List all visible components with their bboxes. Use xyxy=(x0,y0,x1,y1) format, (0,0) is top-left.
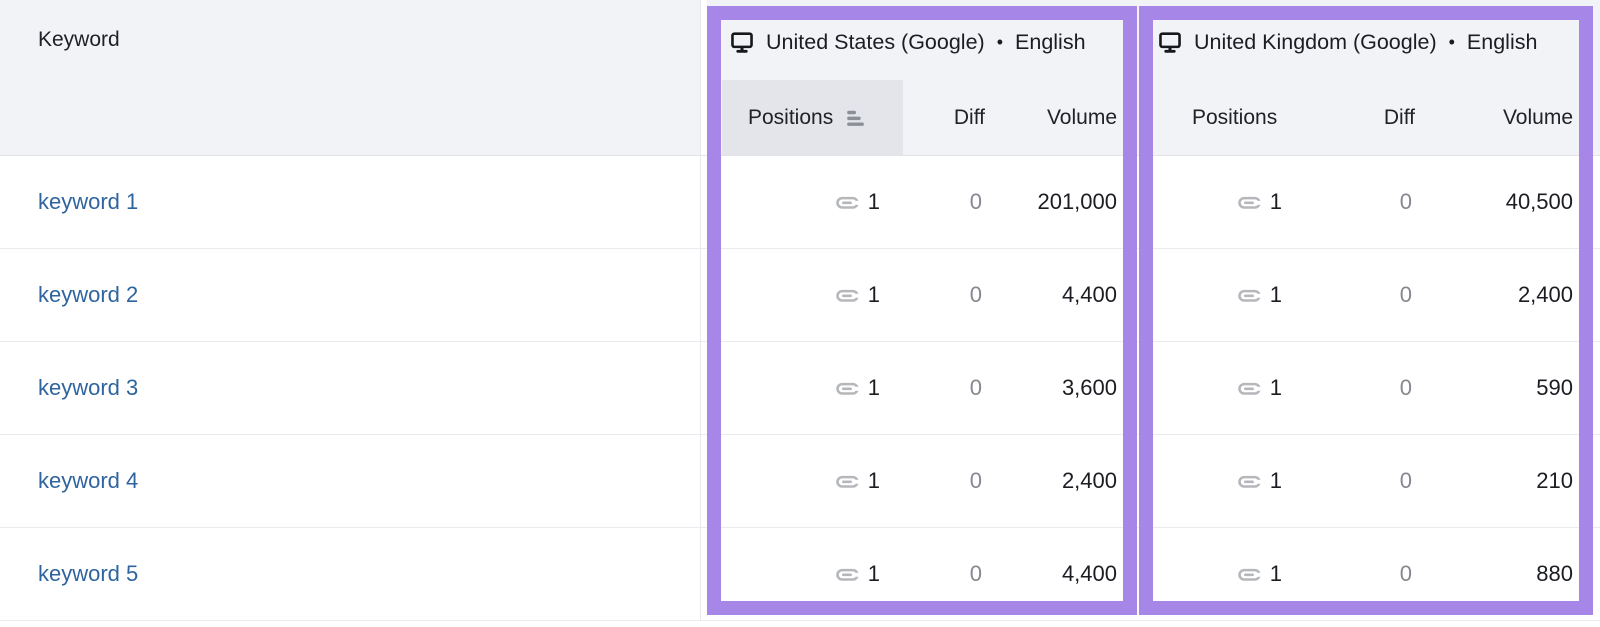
uk-positions-label: Positions xyxy=(1192,105,1278,129)
us-position-cell: 1 xyxy=(722,156,903,248)
us-position-value: 1 xyxy=(867,561,880,586)
keyword-column-header[interactable]: Keyword xyxy=(38,28,120,51)
us-positions-label: Positions xyxy=(748,105,834,129)
uk-diff-value: 0 xyxy=(1399,561,1412,586)
serp-link-icon[interactable] xyxy=(835,190,860,215)
desktop-monitor-icon xyxy=(729,29,755,55)
us-position-cell: 1 xyxy=(722,528,903,620)
uk-location-header: United Kingdom (Google) • English xyxy=(1157,16,1537,68)
serp-link-icon[interactable] xyxy=(1237,283,1262,308)
us-position-value: 1 xyxy=(867,375,880,400)
us-diff-value: 0 xyxy=(969,375,982,400)
serp-link-icon[interactable] xyxy=(835,562,860,587)
us-position-value: 1 xyxy=(867,189,880,214)
us-position-cell: 1 xyxy=(722,342,903,434)
us-volume-value: 201,000 xyxy=(1037,189,1117,214)
uk-position-value: 1 xyxy=(1269,468,1282,493)
uk-position-cell: 1 xyxy=(1153,528,1310,620)
us-volume-value: 3,600 xyxy=(1061,375,1117,400)
keyword-column-divider xyxy=(700,0,701,620)
keyword-link[interactable]: keyword 1 xyxy=(38,189,139,214)
serp-link-icon[interactable] xyxy=(1237,190,1262,215)
keyword-link[interactable]: keyword 3 xyxy=(38,375,139,400)
table-row: keyword 5 1 0 4,400 xyxy=(0,528,1600,621)
serp-link-icon[interactable] xyxy=(1237,376,1262,401)
us-diff-value: 0 xyxy=(969,561,982,586)
serp-link-icon[interactable] xyxy=(835,283,860,308)
us-volume-column-header[interactable]: Volume xyxy=(1046,105,1117,129)
uk-location-label: United Kingdom (Google) xyxy=(1194,29,1437,54)
uk-volume-value: 880 xyxy=(1536,561,1573,586)
table-body: keyword 1 1 0 201,000 xyxy=(0,155,1600,621)
table-row: keyword 2 1 0 4,400 xyxy=(0,249,1600,342)
sort-order-icon xyxy=(844,107,867,130)
uk-volume-column-header[interactable]: Volume xyxy=(1502,105,1573,129)
us-position-cell: 1 xyxy=(722,249,903,341)
uk-position-value: 1 xyxy=(1269,561,1282,586)
uk-language-label: English xyxy=(1466,29,1538,54)
uk-volume-value: 2,400 xyxy=(1517,282,1573,307)
uk-volume-value: 210 xyxy=(1536,468,1573,493)
us-separator-dot: • xyxy=(996,31,1004,52)
uk-diff-value: 0 xyxy=(1399,468,1412,493)
us-volume-value: 4,400 xyxy=(1061,561,1117,586)
keyword-link[interactable]: keyword 2 xyxy=(38,282,139,307)
table-row: keyword 1 1 0 201,000 xyxy=(0,156,1600,249)
subheader-keyword-spacer xyxy=(0,80,700,155)
uk-position-cell: 1 xyxy=(1153,435,1310,527)
uk-diff-column-header[interactable]: Diff xyxy=(1383,105,1415,129)
us-position-value: 1 xyxy=(867,282,880,307)
subheader-row: Positions Diff Volume Positions Diff Vol… xyxy=(0,80,1600,155)
us-position-cell: 1 xyxy=(722,435,903,527)
us-diff-value: 0 xyxy=(969,468,982,493)
serp-link-icon[interactable] xyxy=(835,469,860,494)
us-positions-column-header[interactable]: Positions xyxy=(722,80,903,155)
keyword-header-background xyxy=(0,0,700,155)
uk-positions-column-header[interactable]: Positions xyxy=(1153,80,1310,155)
us-diff-column-header[interactable]: Diff xyxy=(953,105,985,129)
uk-diff-value: 0 xyxy=(1399,189,1412,214)
keyword-link[interactable]: keyword 4 xyxy=(38,468,139,493)
serp-link-icon[interactable] xyxy=(1237,562,1262,587)
table-row: keyword 3 1 0 3,600 xyxy=(0,342,1600,435)
us-language-label: English xyxy=(1015,29,1086,54)
us-volume-value: 4,400 xyxy=(1061,282,1117,307)
serp-link-icon[interactable] xyxy=(835,376,860,401)
uk-volume-value: 40,500 xyxy=(1505,189,1573,214)
us-position-value: 1 xyxy=(867,468,880,493)
us-diff-value: 0 xyxy=(969,189,982,214)
uk-position-value: 1 xyxy=(1269,375,1282,400)
uk-diff-value: 0 xyxy=(1399,375,1412,400)
uk-position-cell: 1 xyxy=(1153,249,1310,341)
uk-position-value: 1 xyxy=(1269,189,1282,214)
us-volume-value: 2,400 xyxy=(1061,468,1117,493)
uk-diff-value: 0 xyxy=(1399,282,1412,307)
uk-position-cell: 1 xyxy=(1153,156,1310,248)
uk-separator-dot: • xyxy=(1448,31,1455,52)
us-location-label: United States (Google) xyxy=(766,29,985,54)
serp-link-icon[interactable] xyxy=(1237,469,1262,494)
uk-position-value: 1 xyxy=(1269,282,1282,307)
table-row: keyword 4 1 0 2,400 xyxy=(0,435,1600,528)
uk-volume-value: 590 xyxy=(1536,375,1573,400)
uk-position-cell: 1 xyxy=(1153,342,1310,434)
us-diff-value: 0 xyxy=(969,282,982,307)
keyword-link[interactable]: keyword 5 xyxy=(38,561,139,586)
us-location-header: United States (Google) • English xyxy=(729,16,1086,68)
desktop-monitor-icon xyxy=(1157,29,1183,55)
